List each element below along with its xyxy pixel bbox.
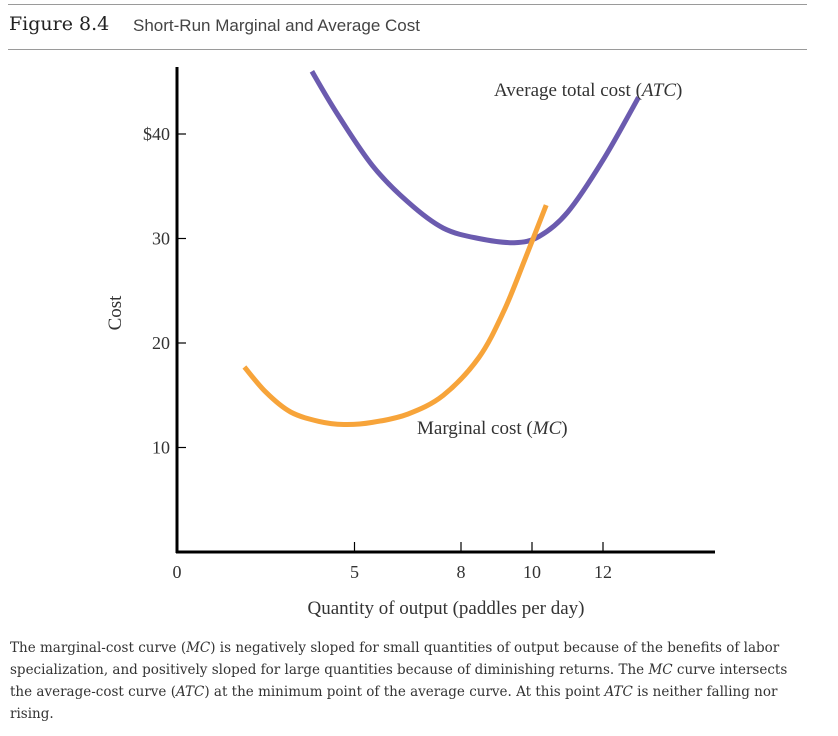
atc-curve	[309, 70, 641, 246]
figure-caption: The marginal-cost curve (MC) is negative…	[10, 640, 788, 722]
mc-series-label: Marginal cost (MC)	[417, 418, 568, 439]
x-tick-label: 8	[457, 562, 466, 582]
figure-title: Short-Run Marginal and Average Cost	[133, 16, 420, 35]
x-tick-label: 10	[523, 562, 541, 582]
figure-label: Figure 8.4	[9, 13, 110, 35]
cost-chart: $40 30 20 10 0 5 8 10 12 Average total cost (ATC…	[105, 67, 715, 619]
y-tick-label: 20	[152, 333, 170, 353]
atc-series-label: Average total cost (ATC)	[494, 80, 682, 101]
y-tick-label: 10	[152, 438, 170, 458]
mc-curve	[242, 204, 549, 428]
x-tick-label: 5	[350, 562, 359, 582]
x-axis-label: Quantity of output (paddles per day)	[307, 598, 584, 619]
top-rule	[8, 4, 807, 5]
y-tick-label: 30	[152, 229, 170, 249]
y-tick-label: $40	[143, 124, 170, 144]
y-axis-label: Cost	[105, 295, 126, 331]
x-tick-label: 0	[173, 562, 182, 582]
axes-layer: $40 30 20 10 0 5 8 10 12	[143, 67, 715, 582]
curves-layer	[242, 70, 641, 428]
x-tick-label: 12	[594, 562, 612, 582]
header-rule	[8, 49, 807, 50]
